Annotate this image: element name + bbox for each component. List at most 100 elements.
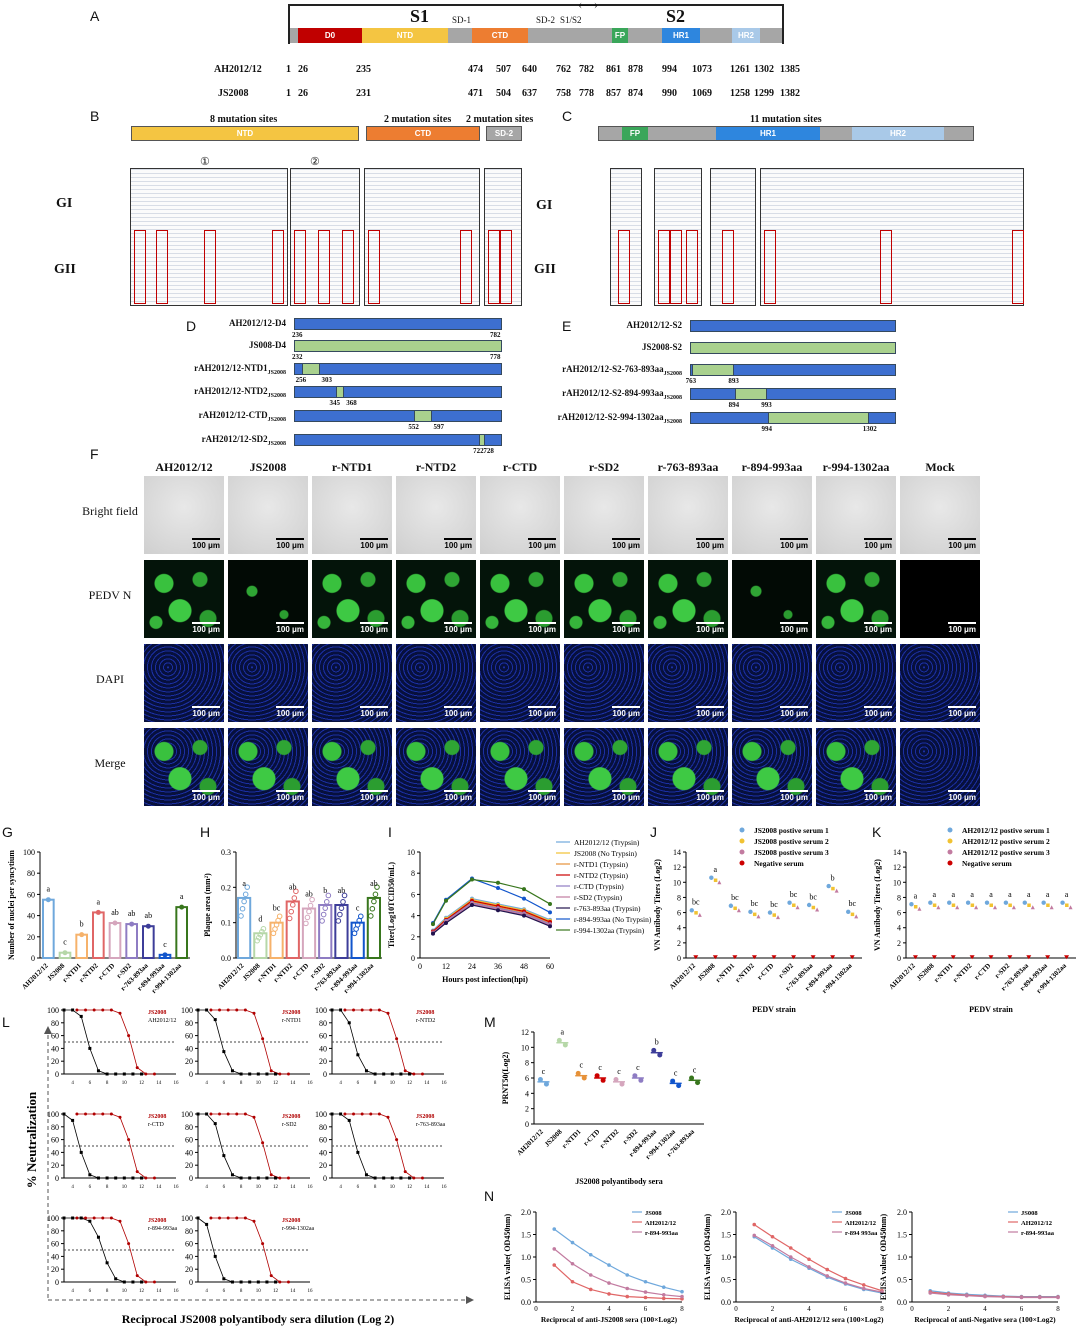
k-letter: a bbox=[1027, 890, 1031, 899]
n-y-tick-label: 2.0 bbox=[721, 1208, 731, 1217]
l-js2008-point bbox=[369, 1008, 373, 1012]
j-point bbox=[806, 902, 812, 908]
chimera-end-number: 778 bbox=[490, 353, 501, 361]
l-y-tick-label: 60 bbox=[319, 1032, 327, 1041]
k-negative-point bbox=[1026, 955, 1032, 960]
hr2-bar: HR2 bbox=[852, 127, 944, 140]
micrograph-tile: 100 μm bbox=[480, 644, 560, 722]
chimera-label-sub: JS2008 bbox=[663, 418, 682, 425]
j-negative-point bbox=[751, 955, 757, 960]
sd2-bar: SD-2 bbox=[486, 126, 522, 141]
scale-bar-label: 100 μm bbox=[864, 538, 892, 550]
n-series-line bbox=[753, 1224, 883, 1292]
n-point bbox=[643, 1295, 648, 1300]
mutation-box bbox=[764, 230, 776, 304]
k-point bbox=[932, 903, 937, 907]
l-x-tick-label: 4 bbox=[205, 1081, 208, 1086]
panel-label-n: N bbox=[484, 1188, 495, 1204]
l-js2008-point bbox=[109, 1008, 113, 1012]
m-letter: b bbox=[655, 1038, 659, 1047]
l-strain-point bbox=[114, 1072, 118, 1076]
chimera-label-sub: JS2008 bbox=[663, 394, 682, 401]
l-strain-point bbox=[265, 1072, 269, 1076]
n-point bbox=[607, 1281, 611, 1285]
k-point bbox=[984, 900, 990, 905]
m-point bbox=[575, 1070, 581, 1076]
chimera-label: AH2012/12-S2 bbox=[626, 320, 682, 330]
h-letter: ab bbox=[305, 890, 313, 899]
l-js2008-point bbox=[352, 1112, 356, 1116]
l-y-tick-label: 0 bbox=[189, 1278, 193, 1287]
position-number: 778 bbox=[579, 88, 594, 99]
j-negative-point bbox=[693, 955, 699, 960]
l-strain-point bbox=[96, 1176, 100, 1180]
i-y-label: Titer(Log10TCID50/mL) bbox=[387, 862, 396, 948]
k-point bbox=[1030, 905, 1035, 910]
m-letter: c bbox=[617, 1067, 621, 1076]
l-y-tick-label: 80 bbox=[319, 1019, 327, 1028]
m-point bbox=[657, 1052, 663, 1058]
s2-top-line bbox=[574, 4, 784, 6]
m-point bbox=[562, 1042, 568, 1048]
k-letter: a bbox=[1046, 890, 1050, 899]
m-y-tick-label: 10 bbox=[521, 1043, 529, 1052]
k-legend-marker bbox=[947, 849, 953, 855]
l-js2008-point bbox=[127, 1242, 131, 1246]
l-x-tick-label: 4 bbox=[71, 1289, 74, 1294]
k-y-tick-label: 0 bbox=[897, 954, 901, 963]
m-point bbox=[581, 1075, 587, 1081]
l-js2008-point bbox=[261, 1242, 265, 1246]
g-point bbox=[129, 921, 135, 927]
l-js2008-point bbox=[127, 1034, 131, 1038]
m-letter: a bbox=[561, 1028, 565, 1037]
l-strain-point bbox=[96, 1069, 100, 1073]
h-point bbox=[337, 911, 343, 918]
l-legend-js2008: JS2008 bbox=[282, 1114, 300, 1120]
n-y-tick-label: 1.0 bbox=[721, 1253, 731, 1262]
i-legend-label: r-CTD (Trypsin) bbox=[574, 882, 624, 891]
position-number: 1 bbox=[286, 88, 291, 99]
n-x-label: Reciprocal of anti-JS2008 sera (100×Log2… bbox=[541, 1315, 678, 1324]
n-legend-label: JS008 bbox=[845, 1210, 862, 1217]
h-letter: c bbox=[356, 904, 360, 913]
row-header: DAPI bbox=[95, 672, 124, 686]
l-y-tick-label: 40 bbox=[51, 1044, 59, 1053]
chimera-bar bbox=[690, 364, 896, 376]
n-x-tick-label: 0 bbox=[734, 1305, 738, 1313]
l-y-tick-label: 0 bbox=[55, 1070, 59, 1079]
j-point bbox=[728, 903, 734, 908]
h-point bbox=[242, 891, 249, 898]
n-x-tick-label: 8 bbox=[880, 1305, 884, 1313]
k-legend-label: AH2012/12 postive serum 1 bbox=[962, 826, 1050, 835]
g-x-tick-label: r-NTD2 bbox=[77, 961, 100, 984]
i-y-tick-label: 10 bbox=[407, 848, 415, 857]
micrograph-tile: 100 μm bbox=[144, 728, 224, 806]
l-x-tick-label: 8 bbox=[106, 1081, 109, 1086]
k-negative-point bbox=[1045, 955, 1051, 960]
micrograph-tile: 100 μm bbox=[396, 476, 476, 554]
chimera-insert bbox=[414, 410, 432, 422]
hr2-alignment bbox=[760, 168, 1024, 306]
h-point bbox=[369, 905, 376, 912]
l-strain-point bbox=[248, 1280, 252, 1284]
g-bar bbox=[142, 925, 155, 960]
position-number: 231 bbox=[356, 88, 371, 99]
n-point bbox=[843, 1276, 848, 1281]
column-header: r-SD2 bbox=[588, 460, 620, 474]
n-point bbox=[1019, 1295, 1024, 1300]
i-series-line bbox=[432, 904, 551, 935]
panel-label-f: F bbox=[90, 446, 99, 462]
fp-alignment bbox=[610, 168, 642, 306]
l-js2008-point bbox=[75, 1216, 79, 1220]
n-legend-label: AH2012/12 bbox=[1021, 1220, 1052, 1227]
l-js2008-point bbox=[386, 1115, 390, 1119]
l-y-tick-label: 40 bbox=[51, 1148, 59, 1157]
ntd-sites-label: 8 mutation sites bbox=[210, 114, 278, 125]
chimera-label: rAH2012/12-S2-894-993aaJS2008 bbox=[562, 388, 682, 401]
k-point bbox=[974, 905, 979, 910]
mutation-box bbox=[618, 230, 630, 304]
chimera-end-number: 303 bbox=[321, 376, 333, 384]
n-x-tick-label: 0 bbox=[534, 1305, 538, 1313]
g-letter: a bbox=[47, 885, 51, 894]
l-strain-point bbox=[222, 1050, 226, 1054]
